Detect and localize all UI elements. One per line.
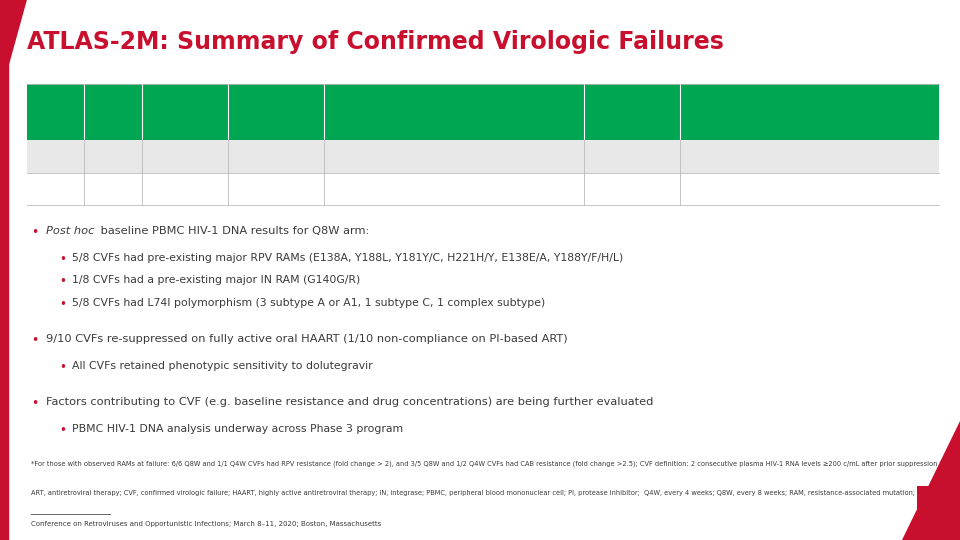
Text: •: • (60, 298, 66, 311)
Text: Conference on Retroviruses and Opportunistic Infections; March 8–11, 2020; Bosto: Conference on Retroviruses and Opportuni… (31, 521, 381, 526)
Text: •: • (31, 397, 38, 410)
Text: All CVFs retained phenotypic sensitivity to dolutegravir: All CVFs retained phenotypic sensitivity… (72, 361, 372, 372)
Text: •: • (31, 226, 38, 239)
Text: K101E, M230L: K101E, M230L (420, 184, 489, 194)
Text: 5/8: 5/8 (624, 152, 639, 161)
Text: n: n (109, 107, 117, 117)
Text: Q8W: Q8W (44, 152, 67, 161)
Text: •: • (60, 361, 66, 374)
Text: Post hoc: Post hoc (46, 226, 94, 236)
Text: *For those with observed RAMs at failure: 6/6 Q8W and 1/1 Q4W CVFs had RPV resis: *For those with observed RAMs at failure… (31, 460, 960, 467)
Text: K101E, E138E/K, E138A, Y188L: K101E, E138E/K, E138A, Y188L (378, 152, 530, 161)
Text: 8 (1.5): 8 (1.5) (169, 152, 202, 161)
Text: CVFs with IN
RAMs*: CVFs with IN RAMs* (597, 101, 666, 123)
Text: 6/8: 6/8 (269, 152, 284, 161)
Text: 2/2: 2/2 (624, 184, 639, 194)
Text: CVFs
n (%): CVFs n (%) (171, 101, 200, 123)
Text: PBMC HIV-1 DNA analysis underway across Phase 3 program: PBMC HIV-1 DNA analysis underway across … (72, 424, 403, 435)
Text: 2 (0.4): 2 (0.4) (169, 184, 202, 194)
Text: •: • (60, 424, 66, 437)
Text: CVFs with
RPV RAMs*: CVFs with RPV RAMs* (246, 101, 307, 123)
Text: 523: 523 (104, 184, 123, 194)
Text: 1/2: 1/2 (269, 184, 284, 194)
Text: E138E/K, Q148R, N155N/H: E138E/K, Q148R, N155N/H (744, 184, 875, 194)
Text: 5/8 CVFs had pre-existing major RPV RAMs (E138A, Y188L, Y181Y/C, H221H/Y, E138E/: 5/8 CVFs had pre-existing major RPV RAMs… (72, 253, 623, 263)
Text: •: • (60, 253, 66, 266)
Text: Q4W: Q4W (44, 184, 67, 194)
Text: Factors contributing to CVF (e.g. baseline resistance and drug concentrations) a: Factors contributing to CVF (e.g. baseli… (46, 397, 654, 408)
Text: RPV RAMs
Observed at Failure: RPV RAMs Observed at Failure (399, 101, 509, 123)
Text: 522: 522 (104, 152, 123, 161)
Text: 9/10 CVFs re-suppressed on fully active oral HAART (1/10 non-compliance on PI-ba: 9/10 CVFs re-suppressed on fully active … (46, 334, 567, 345)
Text: 5/8 CVFs had L74I polymorphism (3 subtype A or A1, 1 subtype C, 1 complex subtyp: 5/8 CVFs had L74I polymorphism (3 subtyp… (72, 298, 545, 308)
Text: baseline PBMC HIV-1 DNA results for Q8W arm:: baseline PBMC HIV-1 DNA results for Q8W … (97, 226, 370, 236)
Text: 9: 9 (931, 504, 945, 522)
Text: IN RAMs
Observed at Failure: IN RAMs Observed at Failure (755, 101, 864, 123)
Text: ART, antiretroviral therapy; CVF, confirmed virologic failure; HAART, highly act: ART, antiretroviral therapy; CVF, confir… (31, 490, 960, 496)
Text: Q148R,† N155H†: Q148R,† N155H† (768, 152, 851, 161)
Text: •: • (60, 275, 66, 288)
Text: •: • (31, 334, 38, 347)
Text: ATLAS-2M: Summary of Confirmed Virologic Failures: ATLAS-2M: Summary of Confirmed Virologic… (27, 30, 724, 53)
Text: 1/8 CVFs had a pre-existing major IN RAM (G140G/R): 1/8 CVFs had a pre-existing major IN RAM… (72, 275, 360, 286)
